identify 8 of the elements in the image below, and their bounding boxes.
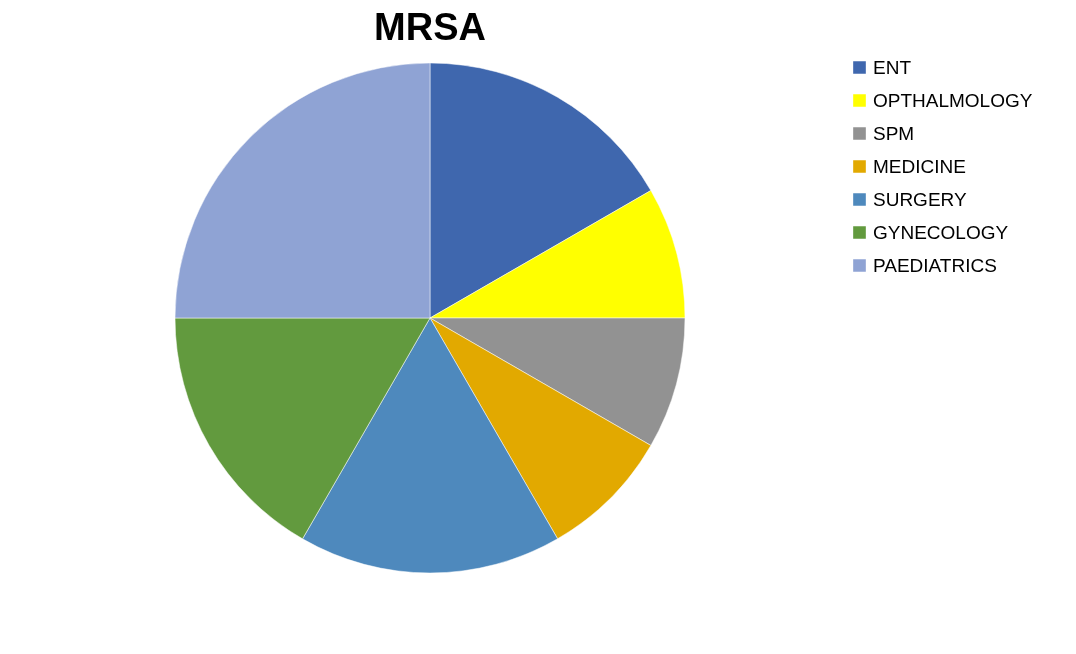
legend-label: MEDICINE bbox=[873, 155, 966, 177]
legend-label: OPTHALMOLOGY bbox=[873, 89, 1033, 111]
chart-title: MRSA bbox=[374, 6, 486, 48]
legend-label: ENT bbox=[873, 56, 912, 78]
legend-label: PAEDIATRICS bbox=[873, 254, 997, 276]
legend-label: SPM bbox=[873, 122, 915, 144]
legend-label: GYNECOLOGY bbox=[873, 221, 1009, 243]
legend-label: SURGERY bbox=[873, 188, 967, 210]
